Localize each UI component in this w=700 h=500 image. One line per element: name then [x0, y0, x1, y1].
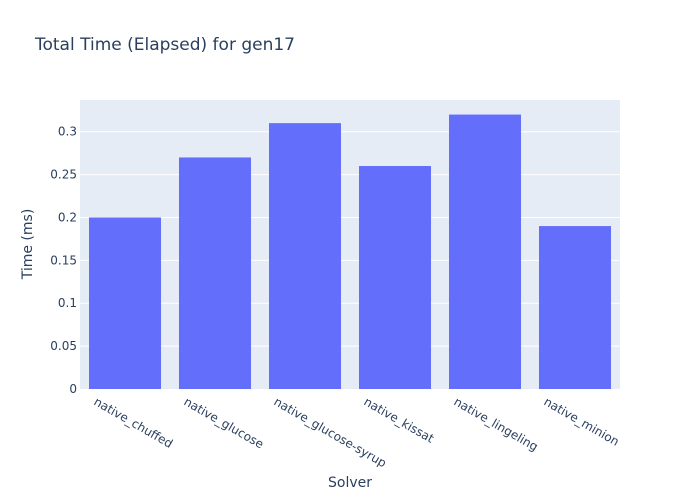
bars	[89, 114, 611, 390]
y-axis-title: Time (ms)	[20, 209, 36, 281]
y-tick-label: 0.05	[50, 339, 77, 353]
y-tick-label: 0.15	[50, 253, 77, 267]
x-tick-label: native_glucose	[182, 394, 267, 451]
gridlines	[80, 131, 620, 347]
x-axis-title: Solver	[328, 475, 372, 491]
x-tick-label: native_kissat	[362, 394, 437, 445]
y-tick-label: 0	[69, 382, 77, 396]
y-tick-label: 0.2	[58, 210, 77, 224]
chart-title: Total Time (Elapsed) for gen17	[34, 35, 295, 55]
plot-area	[80, 100, 620, 389]
bar-native_chuffed	[89, 217, 161, 389]
bar-native_kissat	[359, 166, 431, 389]
bar-native_lingeling	[449, 114, 521, 389]
y-axis-ticks: 0 0.05 0.1 0.15 0.2 0.25 0.3	[50, 125, 77, 396]
y-tick-label: 0.3	[58, 125, 77, 139]
x-tick-label: native_minion	[542, 394, 622, 448]
bar-native_glucose-syrup	[269, 123, 341, 390]
x-tick-label: native_lingeling	[452, 394, 541, 453]
bar-native_minion	[539, 226, 611, 389]
y-tick-label: 0.1	[58, 296, 77, 310]
y-tick-label: 0.25	[50, 168, 77, 182]
x-tick-label: native_chuffed	[92, 394, 176, 450]
x-axis-ticks: native_chuffed native_glucose native_gluco…	[92, 394, 622, 470]
bar-native_glucose	[179, 157, 251, 389]
